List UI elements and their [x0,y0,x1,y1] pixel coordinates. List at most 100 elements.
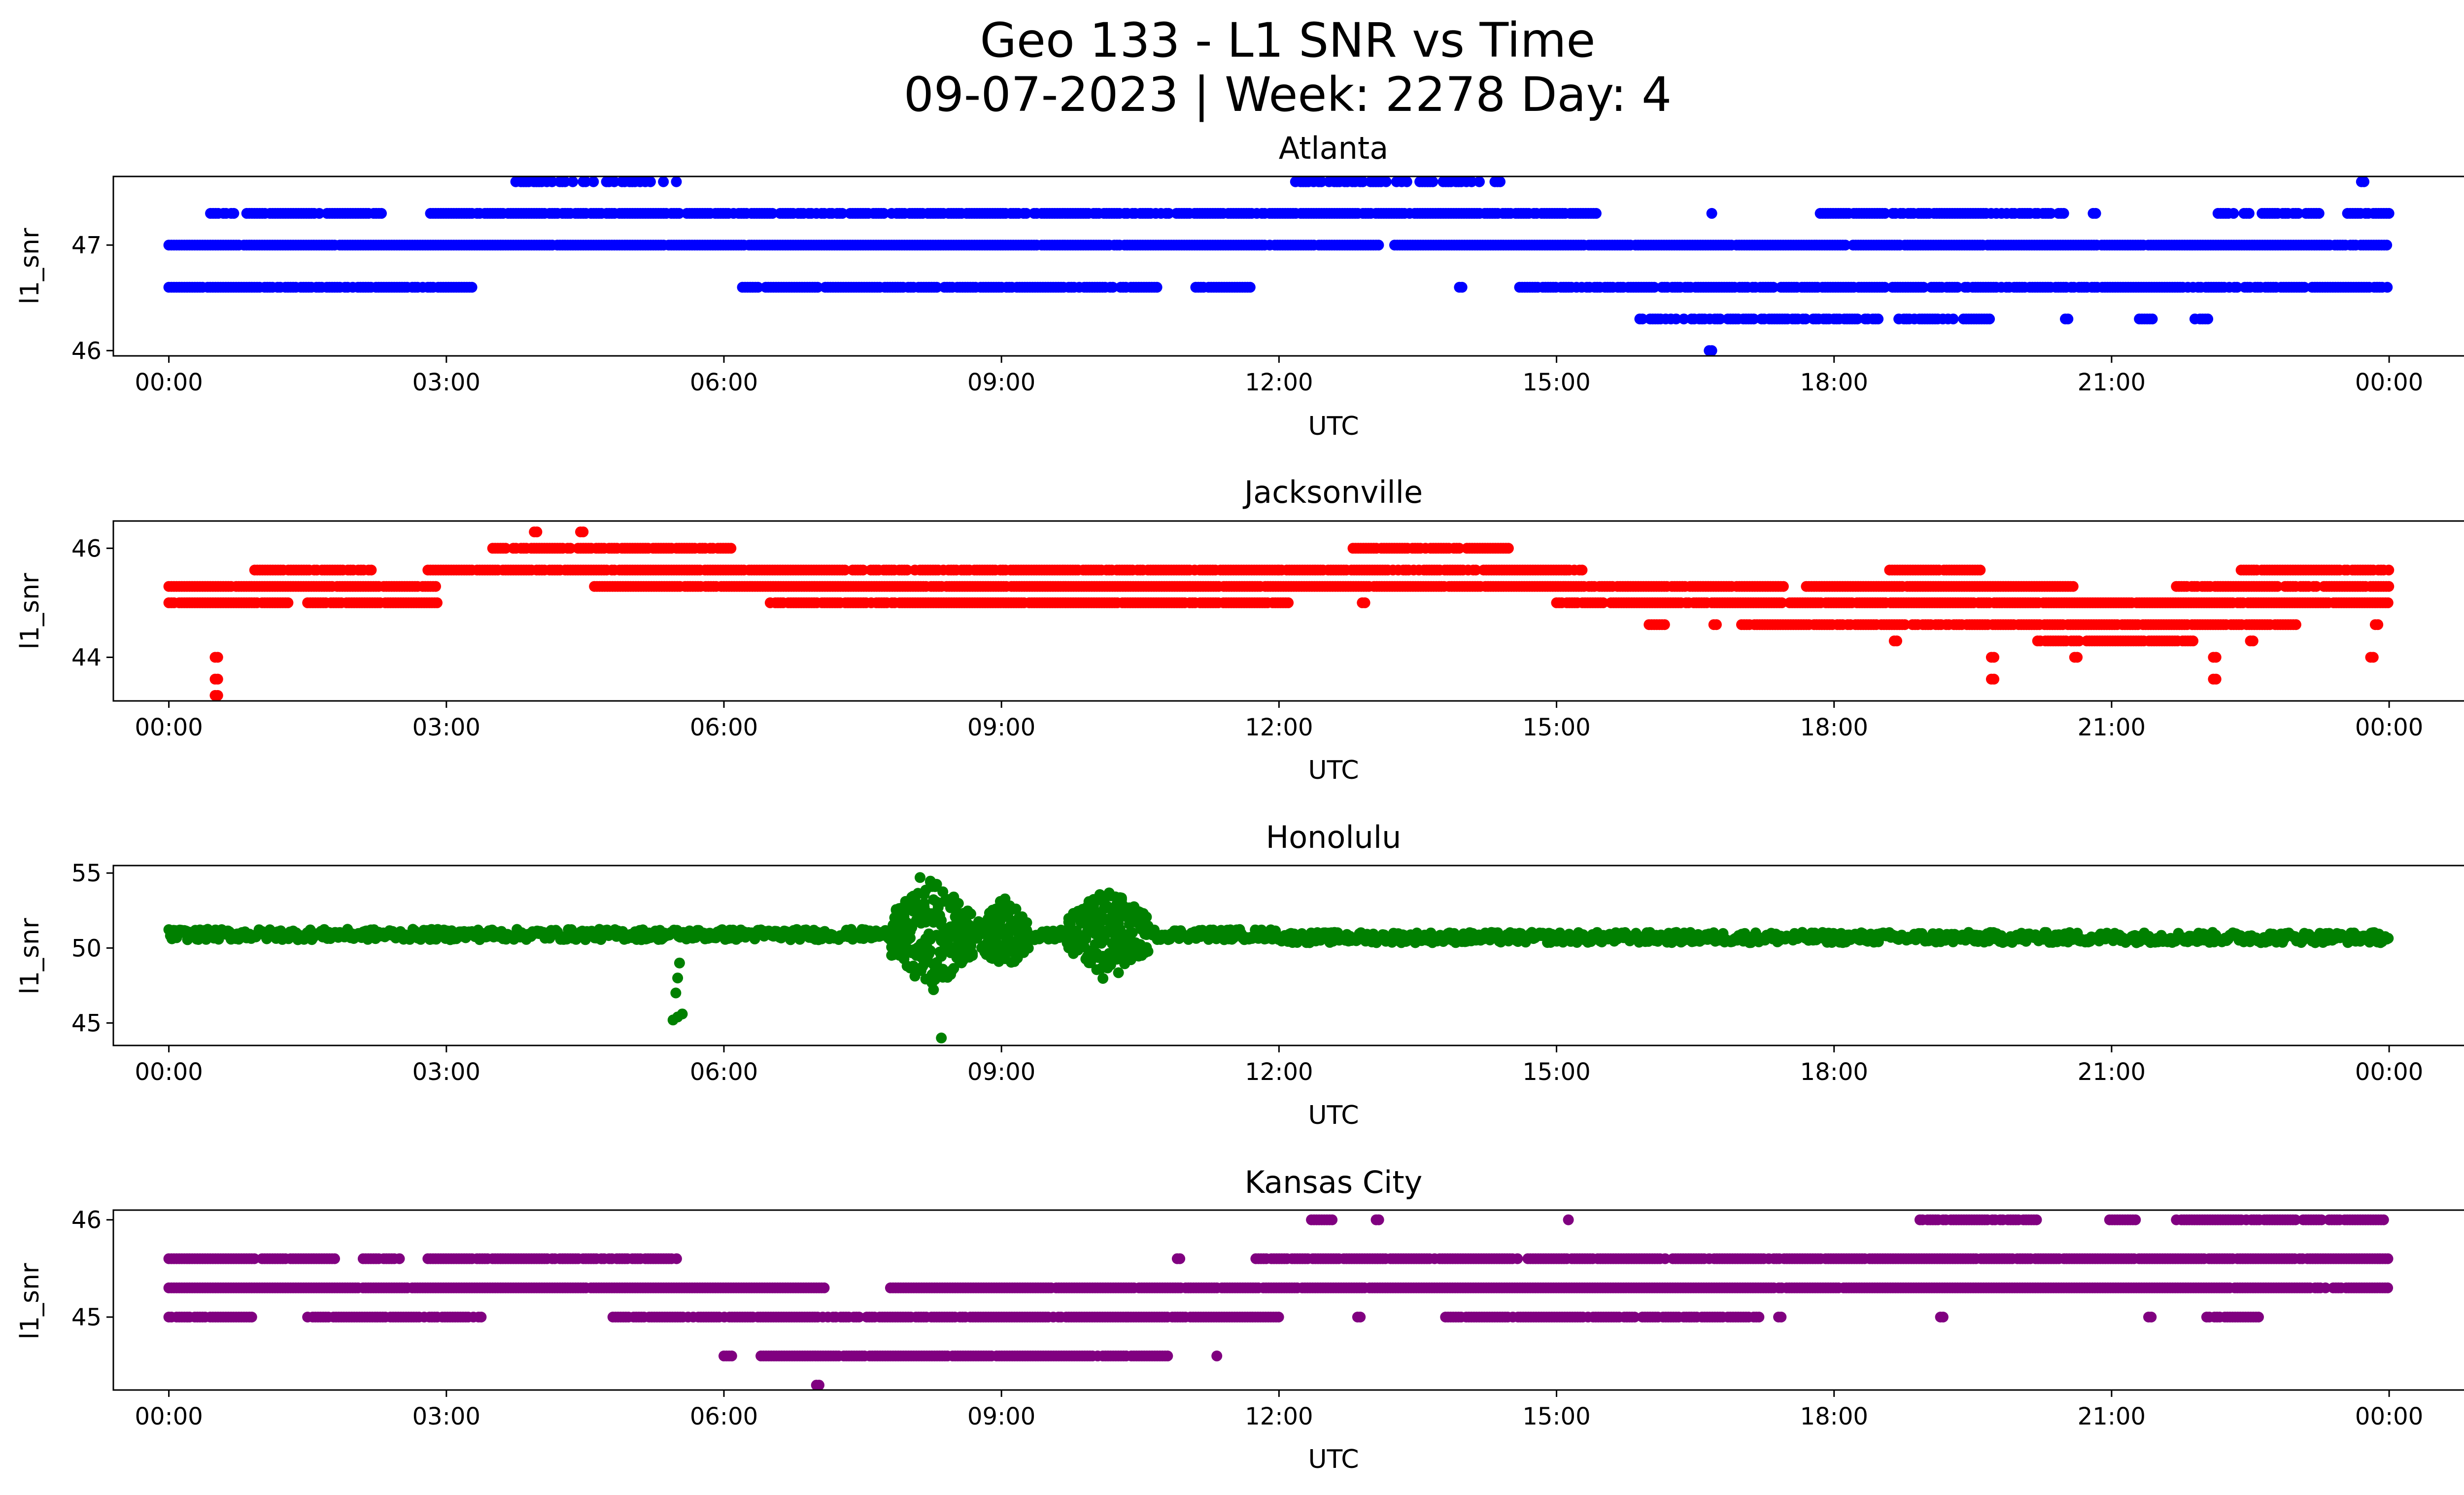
data-point [1880,208,1890,219]
data-point [1590,208,1602,219]
data-point [1637,313,1648,325]
x-axis-label: UTC [1308,1101,1359,1130]
data-point [2231,281,2243,293]
figure-title-line1: Geo 133 - L1 SNR vs Time [980,13,1596,68]
data-point [1163,208,1174,219]
data-point [212,673,223,685]
data-point [559,176,571,187]
data-series [163,176,2395,356]
data-point [2072,652,2083,663]
data-point [1768,281,1779,293]
data-point [1776,597,1787,608]
data-point [567,176,579,187]
x-tick-label: 15:00 [1522,714,1590,741]
data-point [580,176,591,187]
data-point [1454,543,1465,554]
data-point [1988,652,2000,663]
data-point [1576,564,1588,576]
data-point [2382,597,2394,608]
data-point [1778,581,1789,592]
data-point [1380,176,1392,187]
x-tick-label: 18:00 [1800,714,1868,741]
data-point [2381,240,2393,251]
data-point [1456,281,1468,293]
axes-frame [112,520,2464,702]
subplot-jacksonville: Jacksonville UTC l1_snr 00:00 03:00 06:00 0… [15,474,2464,785]
data-point [2367,652,2379,663]
subplot-title: Atlanta [1279,130,1388,166]
data-point [500,543,511,554]
data-point [376,208,387,219]
data-point [1800,313,1811,325]
x-tick-label: 00:00 [2355,369,2423,396]
data-point [1873,313,1884,325]
data-point [658,176,669,187]
data-point [2293,208,2304,219]
x-tick-label: 00:00 [2355,714,2423,741]
x-tick-label: 09:00 [967,714,1035,741]
x-tick-label: 06:00 [690,714,758,741]
data-point [2359,176,2369,187]
data-point [1151,281,1163,293]
data-point [2073,635,2085,647]
data-point [2272,581,2283,592]
data-point [2299,281,2310,293]
x-axis-label: UTC [1308,756,1359,785]
data-point [2372,619,2384,630]
data-point [1975,564,1986,576]
data-point [1748,313,1759,325]
data-point [228,208,240,219]
data-point [282,597,294,608]
data-point [674,208,685,219]
y-axis-label: l1_snr [15,573,45,650]
figure-title-line2: 09-07-2023 | Week: 2278 Day: 4 [904,67,1672,123]
data-point [1852,313,1863,325]
data-point [313,208,325,219]
x-tick-label: 12:00 [1245,369,1313,396]
x-tick-label: 12:00 [1245,714,1313,741]
data-point [1401,176,1412,187]
data-point [1918,281,1929,293]
data-point [1373,240,1384,251]
x-tick-label: 18:00 [1800,369,1868,396]
data-point [2045,208,2056,219]
data-point [1283,597,1294,608]
y-tick-label: 46 [71,337,102,365]
x-tick-label: 21:00 [2078,369,2146,396]
data-point [2147,313,2158,325]
data-point [1879,281,1890,293]
x-tick-label: 00:00 [135,369,203,396]
data-point [432,597,443,608]
data-point [725,543,737,554]
data-point [1706,208,1717,219]
x-tick-label: 03:00 [412,369,480,396]
data-point [1714,313,1726,325]
data-point [531,526,543,538]
data-point [1671,313,1682,325]
data-point [212,652,223,663]
data-point [671,176,682,187]
data-point [1988,673,2000,685]
data-point [1659,619,1670,630]
data-point [857,564,869,576]
data-point [767,208,778,219]
data-point [2067,581,2079,592]
data-point [1503,543,1514,554]
data-point [1899,619,1911,630]
y-tick-label: 44 [71,644,102,672]
data-point [466,281,478,293]
subplot-title: Jacksonville [1242,474,1423,510]
data-series [163,526,2395,701]
data-point [812,281,823,293]
data-point [1495,176,1506,187]
data-point [1357,176,1369,187]
data-point [578,526,589,538]
data-point [547,176,558,187]
data-point [1021,208,1032,219]
data-point [2228,208,2239,219]
x-tick-label: 00:00 [135,714,203,741]
data-point [1466,176,1477,187]
data-point [1891,635,1902,647]
